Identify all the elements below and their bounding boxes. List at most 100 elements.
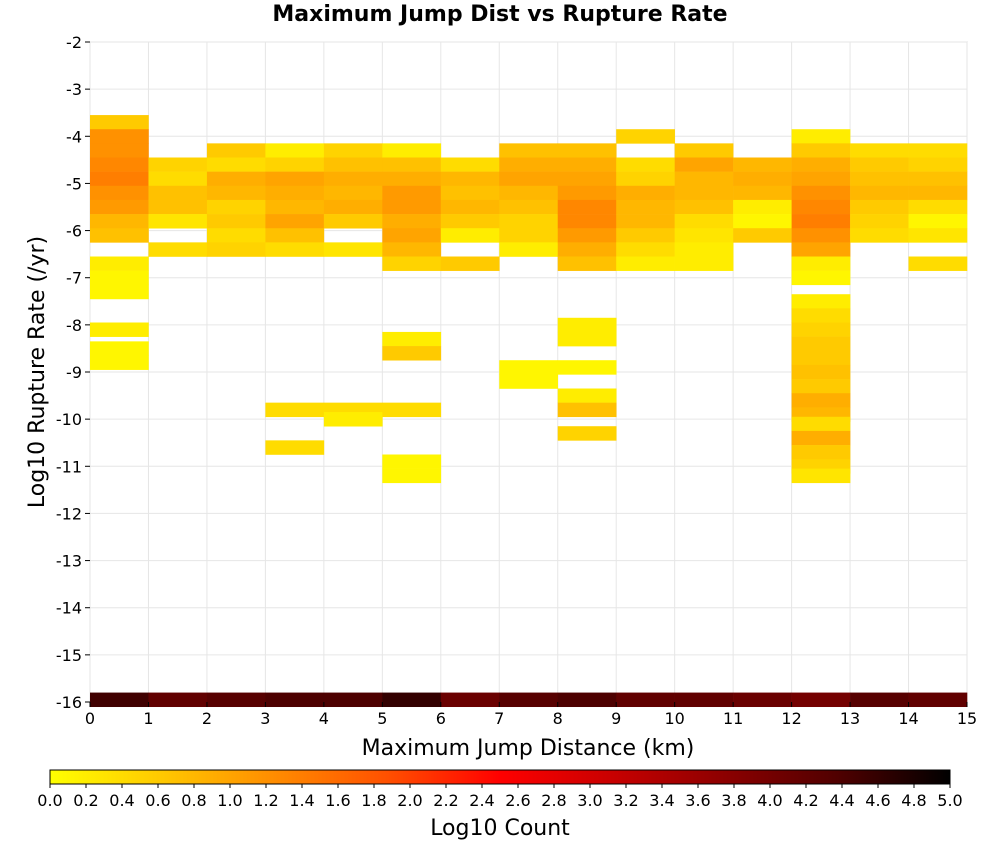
heatmap-cell — [733, 214, 792, 229]
heatmap-cell — [557, 402, 617, 418]
heatmap-cell — [908, 214, 968, 229]
heatmap-cells — [90, 115, 968, 708]
heatmap-cell — [323, 242, 383, 257]
heatmap-cell — [791, 336, 851, 352]
heatmap-cell — [90, 199, 149, 215]
heatmap-cell — [440, 157, 500, 172]
heatmap-cell — [499, 171, 559, 187]
x-tick-label: 7 — [494, 709, 504, 728]
heatmap-cell — [90, 256, 149, 271]
heatmap-cell — [382, 346, 442, 361]
heatmap-cell — [616, 185, 675, 201]
heatmap-cell — [791, 322, 851, 337]
heatmap-cell — [557, 214, 617, 229]
y-tick-label: -3 — [66, 80, 82, 99]
heatmap-cell — [674, 242, 734, 257]
heatmap-cell — [791, 199, 851, 215]
y-axis-title: Log10 Rupture Rate (/yr) — [25, 236, 50, 508]
heatmap-cell — [148, 242, 208, 257]
heatmap-cell — [382, 468, 442, 484]
heatmap-cell — [557, 256, 617, 271]
heatmap-cell — [499, 199, 559, 215]
heatmap-cell — [791, 393, 851, 408]
heatmap-cell — [206, 214, 266, 229]
heatmap-cell — [733, 692, 792, 708]
heatmap-cell — [440, 214, 500, 229]
heatmap-cell — [850, 171, 909, 187]
y-tick-label: -13 — [56, 552, 82, 571]
x-tick-label: 9 — [611, 709, 621, 728]
heatmap-cell — [908, 692, 968, 708]
heatmap-cell — [674, 143, 734, 158]
heatmap-cell — [557, 317, 617, 333]
heatmap-cell — [265, 228, 325, 243]
heatmap-cell — [206, 199, 266, 215]
heatmap-cell — [557, 171, 617, 187]
heatmap-cell — [382, 331, 442, 347]
y-axis-ticks: -2 -3 -4 -5 -6 -7 -8 -9 -10 -11 -12 -13 -14 -15 -16 — [56, 33, 90, 712]
heatmap-cell — [265, 214, 325, 229]
x-axis-ticks: 0 1 2 3 4 5 6 7 8 9 10 11 12 13 14 15 — [85, 702, 977, 728]
heatmap-cell — [616, 228, 675, 243]
colorbar-tick-label: 2.8 — [541, 791, 566, 810]
x-tick-label: 5 — [377, 709, 387, 728]
heatmap-cell — [265, 692, 325, 708]
heatmap-cell — [265, 242, 325, 257]
heatmap-cell — [323, 157, 383, 172]
heatmap-cell — [674, 228, 734, 243]
colorbar-tick-label: 2.0 — [397, 791, 422, 810]
heatmap-cell — [499, 143, 559, 158]
heatmap-cell — [791, 692, 851, 708]
heatmap-cell — [90, 355, 149, 370]
heatmap-cell — [148, 157, 208, 172]
x-axis-title: Maximum Jump Distance (km) — [362, 736, 695, 761]
heatmap-cell — [616, 199, 675, 215]
heatmap-cell — [382, 402, 442, 418]
heatmap-cell — [557, 360, 617, 375]
heatmap-cell — [206, 242, 266, 257]
heatmap-cell — [90, 322, 149, 337]
heatmap-cell — [382, 256, 442, 271]
heatmap-cell — [440, 692, 500, 708]
heatmap-cell — [791, 256, 851, 271]
heatmap-cell — [90, 692, 149, 708]
heatmap-cell — [791, 445, 851, 460]
colorbar — [49, 769, 951, 785]
colorbar-tick-label: 3.6 — [685, 791, 710, 810]
x-tick-label: 1 — [143, 709, 153, 728]
heatmap-cell — [265, 440, 325, 455]
heatmap-cell — [850, 185, 909, 201]
colorbar-tick-label: 4.4 — [829, 791, 854, 810]
heatmap-cell — [382, 214, 442, 229]
heatmap-cell — [616, 256, 675, 271]
chart-title: Maximum Jump Dist vs Rupture Rate — [272, 2, 728, 27]
heatmap-cell — [323, 412, 383, 427]
heatmap-cell — [908, 256, 968, 271]
heatmap-cell — [148, 199, 208, 215]
heatmap-cell — [908, 157, 968, 172]
heatmap-cell — [674, 199, 734, 215]
y-tick-label: -14 — [56, 599, 82, 618]
heatmap-cell — [791, 308, 851, 323]
heatmap-cell — [323, 171, 383, 187]
colorbar-tick-label: 0.2 — [73, 791, 98, 810]
heatmap-cell — [674, 256, 734, 271]
heatmap-cell — [733, 185, 792, 201]
colorbar-tick-label: 3.2 — [613, 791, 638, 810]
heatmap-cell — [382, 692, 442, 708]
heatmap-cell — [791, 242, 851, 257]
heatmap-cell — [557, 185, 617, 201]
heatmap-cell — [616, 157, 675, 172]
x-tick-label: 10 — [664, 709, 684, 728]
colorbar-ticks: 0.0 0.2 0.4 0.6 0.8 1.0 1.2 1.4 1.6 1.8 2.0 2.2 2.4 2… — [37, 784, 963, 810]
heatmap-cell — [323, 143, 383, 158]
heatmap-cell — [90, 143, 149, 158]
heatmap-cell — [90, 341, 149, 356]
heatmap-cell — [850, 157, 909, 172]
heatmap-cell — [206, 157, 266, 172]
heatmap-cell — [908, 171, 968, 187]
y-tick-label: -16 — [56, 693, 82, 712]
heatmap-cell — [791, 294, 851, 309]
heatmap-cell — [206, 692, 266, 708]
